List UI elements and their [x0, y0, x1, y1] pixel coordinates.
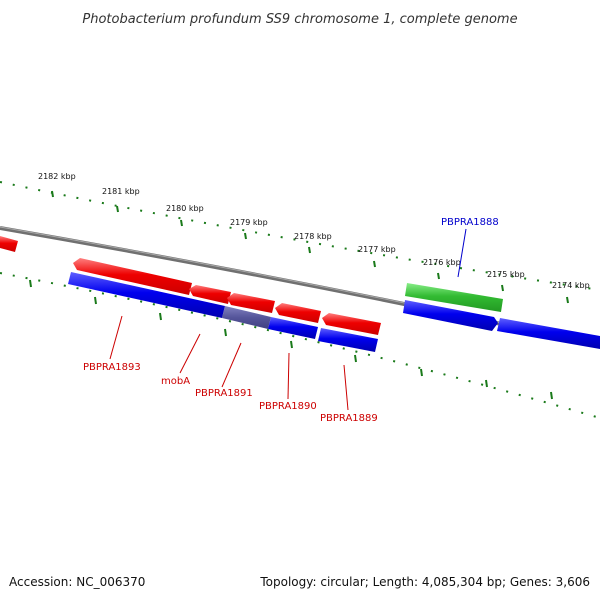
- green-gene: [405, 283, 503, 312]
- gene-arrow-pbpra1889[interactable]: [322, 313, 381, 335]
- gene-bar-blue-right2[interactable]: [497, 318, 600, 349]
- accession-text: Accession: NC_006370: [9, 575, 145, 589]
- gene-arrow-pbpra1891[interactable]: [227, 293, 275, 313]
- ruler-label: 2174 kbp: [552, 281, 590, 290]
- ruler-label: 2175 kbp: [487, 270, 525, 279]
- gene-arrow-mobA[interactable]: [189, 285, 231, 304]
- gene-bar-blue-short[interactable]: [318, 328, 378, 352]
- ruler-labels: 2182 kbp 2181 kbp 2180 kbp 2179 kbp 2178…: [38, 172, 590, 290]
- inner-major-ticks: [29, 279, 553, 400]
- gene-leader-lines: [109, 228, 467, 411]
- gene-label-pbpra1889[interactable]: PBPRA1889: [320, 413, 378, 424]
- genome-summary-text: Topology: circular; Length: 4,085,304 bp…: [259, 575, 590, 589]
- ruler-label: 2180 kbp: [166, 204, 204, 213]
- gene-label-pbpra1891[interactable]: PBPRA1891: [195, 388, 253, 399]
- gene-bar-blue-right1[interactable]: [403, 300, 498, 331]
- gene-arrow-pbpra1893-red[interactable]: [73, 258, 192, 295]
- gene-label-pbpra1890[interactable]: PBPRA1890: [259, 401, 317, 412]
- ruler-label: 2177 kbp: [358, 245, 396, 254]
- gene-label-pbpra1888[interactable]: PBPRA1888: [441, 217, 499, 228]
- ruler-label: 2176 kbp: [423, 258, 461, 267]
- inner-tick-ring: [0, 272, 600, 419]
- gene-arrow-left-edge[interactable]: [0, 236, 18, 252]
- gene-bar-blue-mid[interactable]: [268, 317, 318, 339]
- ruler-label: 2182 kbp: [38, 172, 76, 181]
- reverse-strand-genes: [68, 272, 600, 352]
- outer-major-ticks: [51, 190, 569, 304]
- gene-bar-blue-long[interactable]: [68, 272, 225, 318]
- ruler-label: 2179 kbp: [230, 218, 268, 227]
- gene-arrow-pbpra1890[interactable]: [275, 303, 321, 323]
- ruler-label: 2181 kbp: [102, 187, 140, 196]
- gene-label-mobA[interactable]: mobA: [161, 376, 190, 387]
- gene-arrow-pbpra1888[interactable]: [405, 283, 503, 312]
- gene-labels: PBPRA1893 mobA PBPRA1891 PBPRA1890 PBPRA…: [83, 217, 499, 424]
- forward-strand-genes: [0, 236, 381, 335]
- gene-label-pbpra1893[interactable]: PBPRA1893: [83, 362, 141, 373]
- gene-bar-overlap[interactable]: [222, 306, 271, 329]
- ruler-label: 2178 kbp: [294, 232, 332, 241]
- map-title: Photobacterium profundum SS9 chromosome …: [82, 12, 517, 27]
